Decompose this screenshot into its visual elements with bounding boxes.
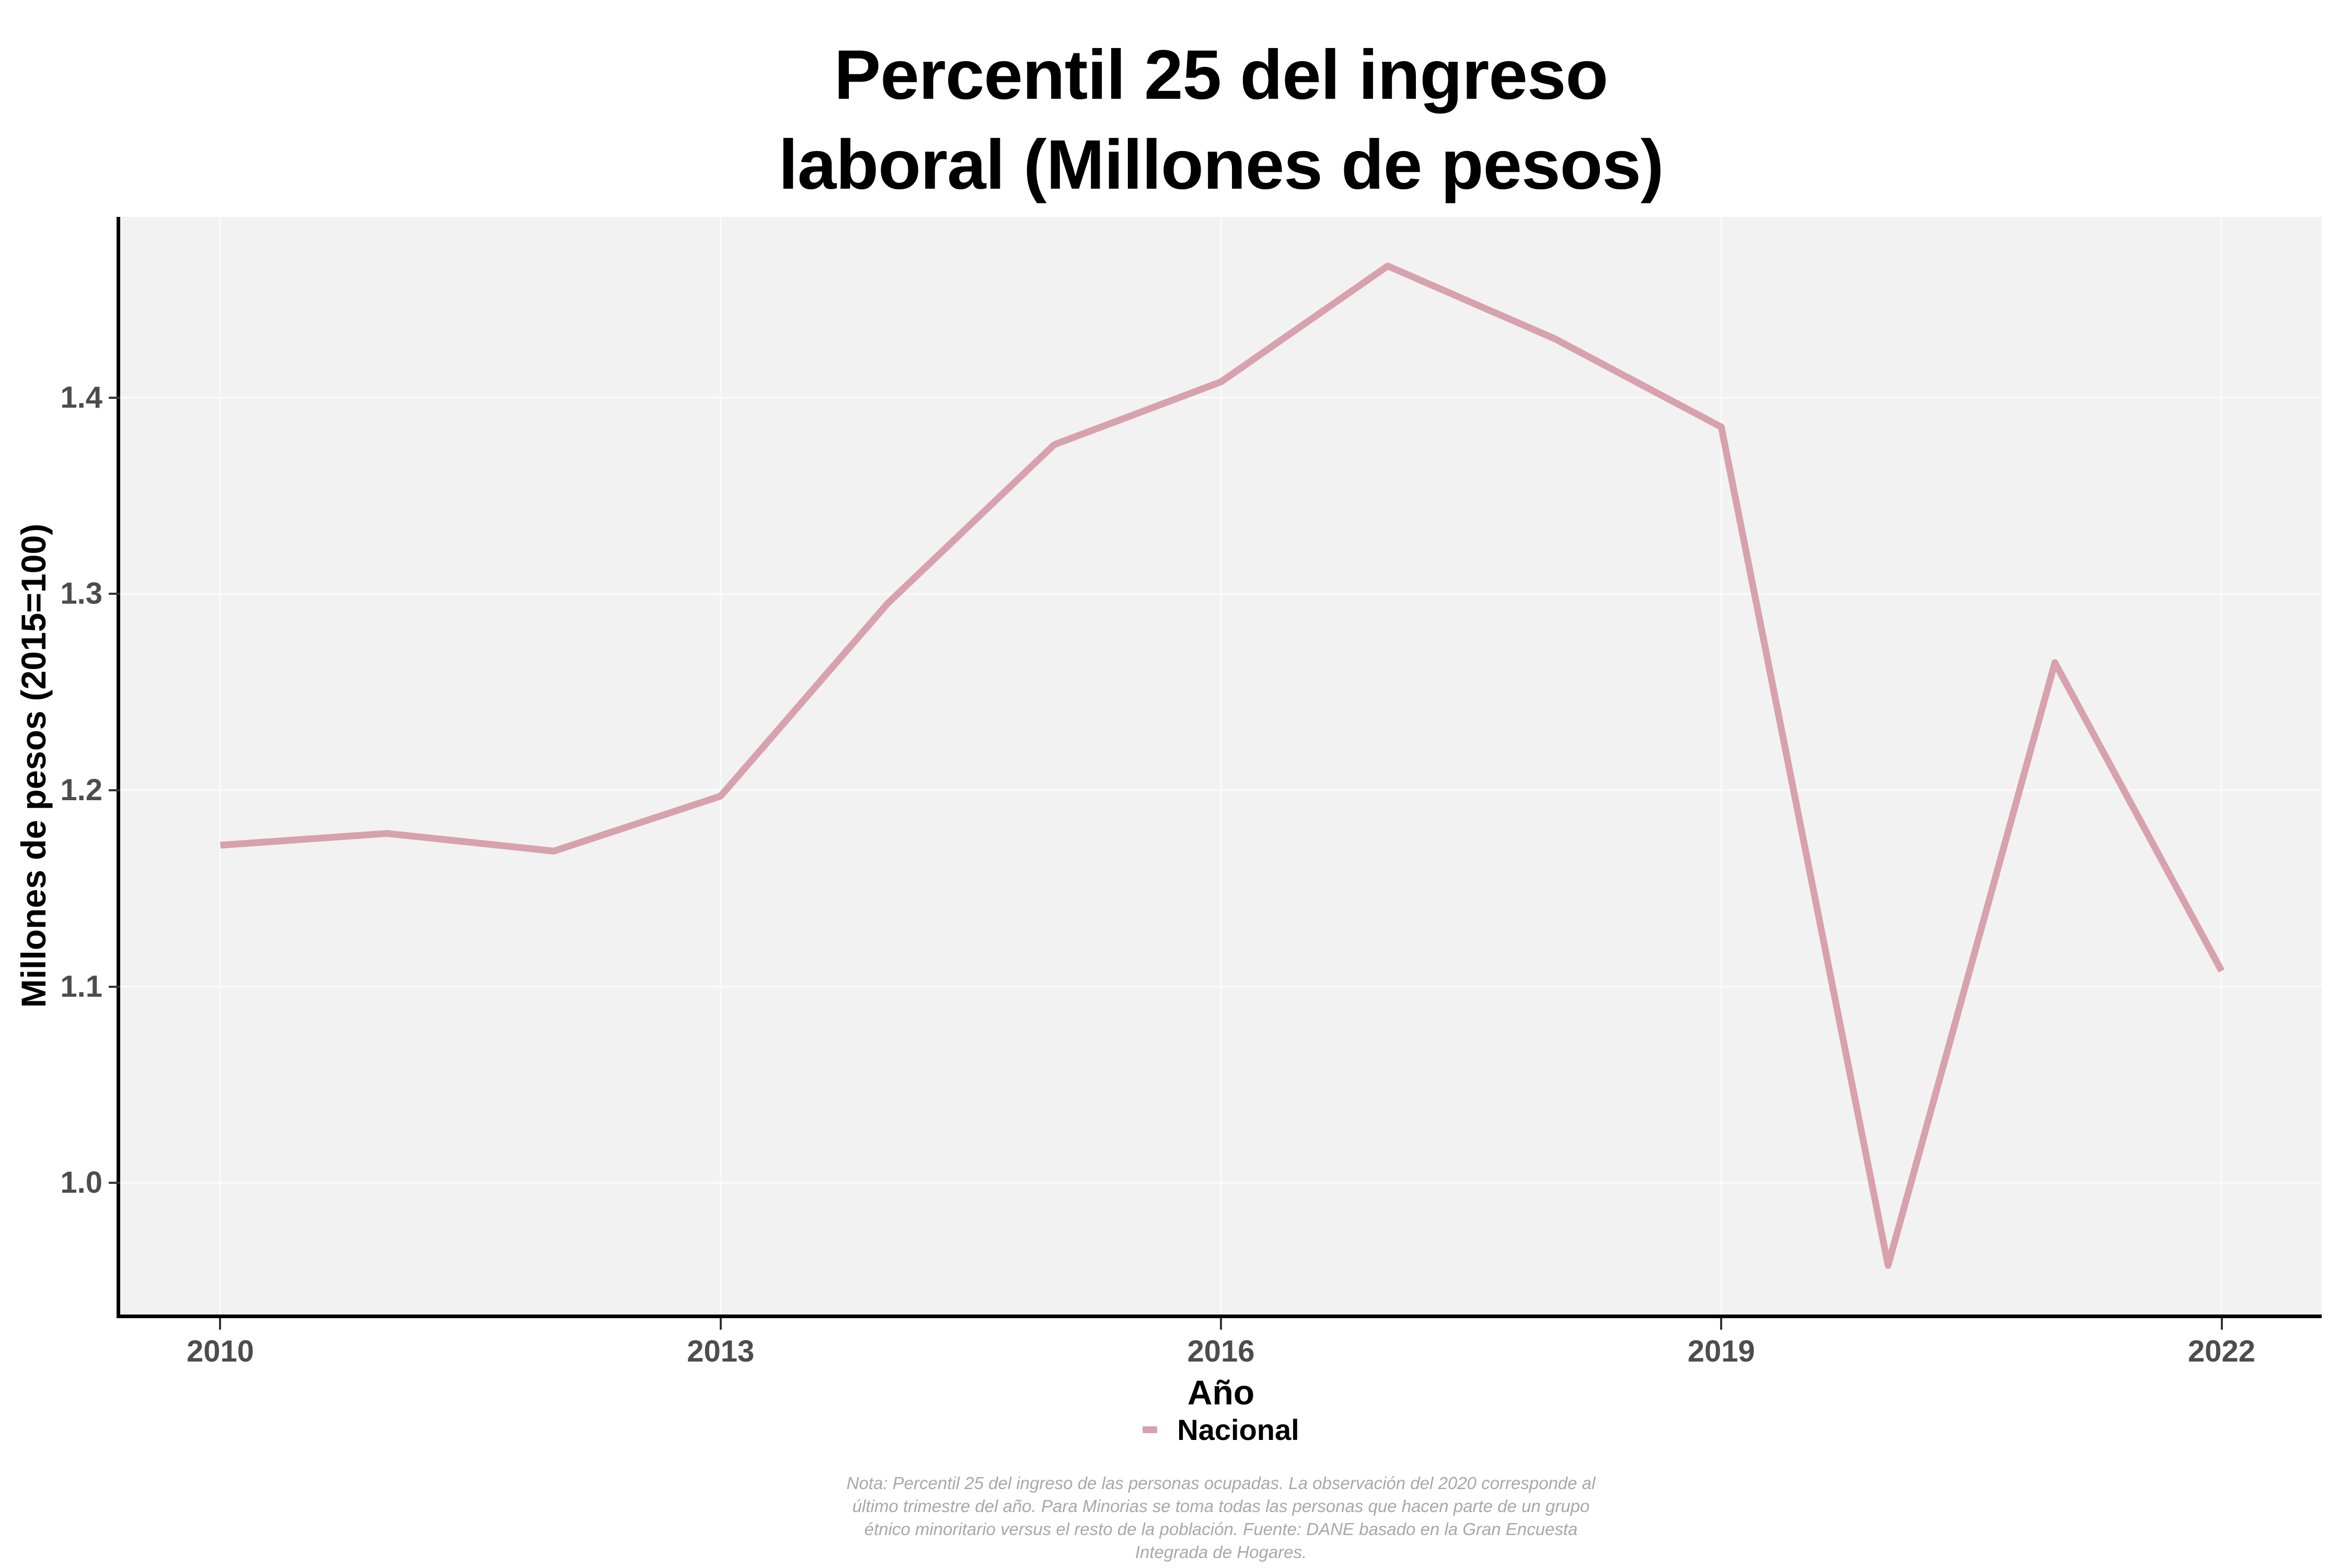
x-tick-mark <box>219 1318 222 1330</box>
plot-panel <box>120 217 2322 1315</box>
y-tick-mark <box>109 789 120 791</box>
y-tick-mark <box>109 593 120 595</box>
footnote-line: Nota: Percentil 25 del ingreso de las pe… <box>846 1473 1596 1493</box>
footnote-line: Integrada de Hogares. <box>1135 1542 1307 1562</box>
line-chart-canvas <box>120 217 2322 1315</box>
x-tick-label: 2010 <box>186 1334 254 1368</box>
y-tick-mark <box>109 396 120 399</box>
y-tick-label: 1.0 <box>60 1166 102 1200</box>
legend: Nacional <box>120 1409 2322 1450</box>
y-tick-label: 1.3 <box>60 577 102 611</box>
x-tick-label: 2022 <box>2188 1334 2256 1368</box>
y-axis-line <box>117 217 120 1318</box>
x-tick-label: 2013 <box>687 1334 755 1368</box>
x-axis-line <box>117 1315 2322 1318</box>
x-axis-title: Año <box>1187 1373 1255 1412</box>
series-line-nacional <box>220 262 2225 1269</box>
x-tick-mark <box>2220 1318 2223 1330</box>
y-tick-mark <box>109 1182 120 1184</box>
y-tick-label: 1.1 <box>60 969 102 1004</box>
chart-title: Percentil 25 del ingreso laboral (Millon… <box>120 30 2322 210</box>
footnote: Nota: Percentil 25 del ingreso de las pe… <box>120 1472 2322 1564</box>
y-tick-label: 1.4 <box>60 380 102 414</box>
x-tick-mark <box>1720 1318 1723 1330</box>
y-tick-mark <box>109 985 120 988</box>
y-tick-label: 1.2 <box>60 773 102 807</box>
chart-title-line2: laboral (Millones de pesos) <box>778 126 1664 204</box>
legend-label: Nacional <box>1177 1413 1299 1446</box>
x-tick-mark <box>719 1318 722 1330</box>
footnote-line: último trimestre del año. Para Minorias … <box>852 1496 1590 1516</box>
chart-title-line1: Percentil 25 del ingreso <box>834 36 1608 114</box>
legend-key-line-icon <box>1143 1426 1158 1433</box>
x-tick-label: 2016 <box>1187 1334 1255 1368</box>
x-tick-mark <box>1220 1318 1222 1330</box>
x-tick-label: 2019 <box>1687 1334 1755 1368</box>
footnote-line: étnico minoritario versus el resto de la… <box>864 1519 1578 1539</box>
